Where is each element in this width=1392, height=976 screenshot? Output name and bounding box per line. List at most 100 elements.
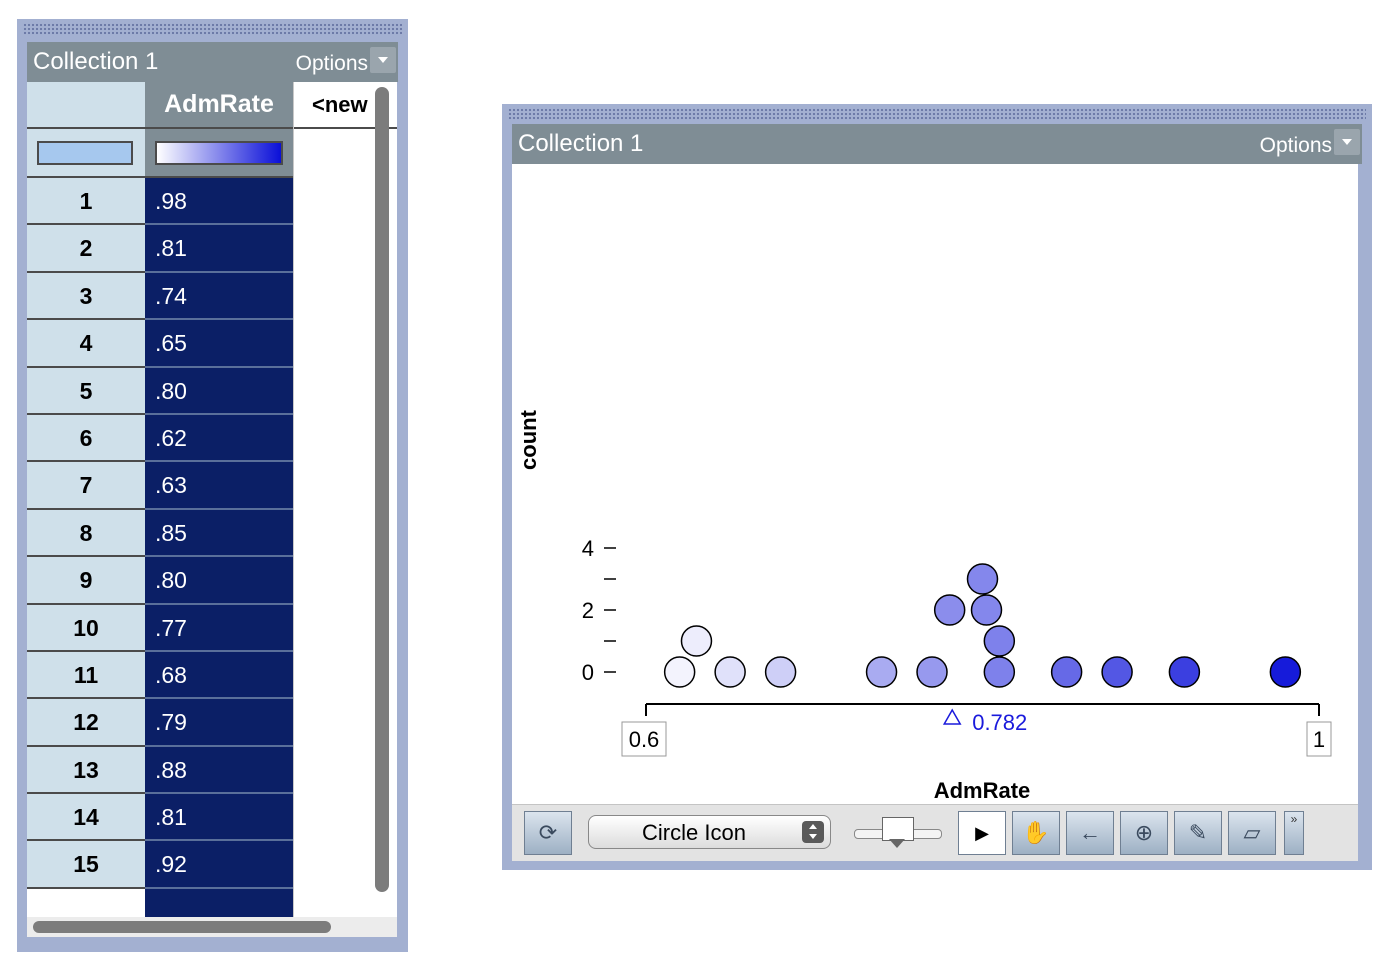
more-tools-button[interactable]: » xyxy=(1284,811,1304,855)
y-tick-label: 0 xyxy=(582,660,594,685)
index-header xyxy=(27,82,145,129)
table-cell-admrate[interactable]: .98 xyxy=(145,178,293,226)
select-arrows-icon xyxy=(802,821,824,843)
vertical-scrollbar[interactable] xyxy=(375,87,389,892)
table-cell-admrate[interactable]: .80 xyxy=(145,367,293,415)
row-index[interactable]: 7 xyxy=(27,462,145,510)
options-label[interactable]: Options xyxy=(295,52,368,75)
row-index[interactable]: 11 xyxy=(27,651,145,700)
data-point[interactable] xyxy=(663,656,696,688)
table-cell-admrate[interactable]: .80 xyxy=(145,557,293,605)
options-dropdown-icon[interactable] xyxy=(1334,129,1360,155)
x-axis-label[interactable]: AdmRate xyxy=(934,778,1031,803)
axes: 0.6 1 0 2 4 xyxy=(582,536,1332,757)
y-tick-label: 2 xyxy=(582,598,594,623)
row-index[interactable]: 12 xyxy=(27,699,145,747)
table-cell-admrate[interactable]: .81 xyxy=(145,794,293,842)
data-point[interactable] xyxy=(983,625,1016,657)
data-point[interactable] xyxy=(966,563,999,595)
data-point[interactable] xyxy=(764,656,797,688)
row-index[interactable]: 6 xyxy=(27,414,145,463)
dot-plot[interactable]: count AdmRate 0.6 1 0 2 4 0.782 xyxy=(512,164,1358,804)
row-index[interactable]: 1 xyxy=(27,178,145,226)
table-cell-admrate[interactable]: .85 xyxy=(145,509,293,558)
window-title: Collection 1 xyxy=(33,48,159,75)
table-cell-admrate[interactable]: .62 xyxy=(145,414,293,463)
rescale-icon: ⟳ xyxy=(538,820,558,845)
eraser-icon: ▱ xyxy=(1243,820,1261,845)
row-index[interactable]: 10 xyxy=(27,604,145,652)
add-point-button[interactable]: ⊕ xyxy=(1120,811,1168,855)
add-point-icon: ⊕ xyxy=(1134,820,1154,845)
y-tick-label: 4 xyxy=(582,536,594,561)
row-index[interactable]: 14 xyxy=(27,794,145,842)
data-point[interactable] xyxy=(1050,656,1083,688)
column-header-admrate[interactable]: AdmRate xyxy=(145,82,293,129)
x-min-box xyxy=(621,721,667,757)
title-bar[interactable]: Collection 1 Options xyxy=(27,42,398,82)
data-points xyxy=(663,563,1302,688)
table-cell-admrate[interactable]: .92 xyxy=(145,841,293,889)
row-index[interactable]: 8 xyxy=(27,509,145,558)
drag-grip[interactable] xyxy=(508,108,1366,120)
data-point[interactable] xyxy=(983,656,1016,688)
index-legend-cell xyxy=(27,129,145,178)
drag-grip[interactable] xyxy=(23,23,402,35)
row-index[interactable]: 9 xyxy=(27,557,145,605)
new-row-cell[interactable] xyxy=(145,888,293,917)
eraser-button[interactable]: ▱ xyxy=(1228,811,1276,855)
title-bar[interactable]: Collection 1 Options xyxy=(512,124,1362,164)
row-index[interactable]: 2 xyxy=(27,225,145,273)
table-cell-admrate[interactable]: .79 xyxy=(145,699,293,747)
color-gradient-swatch xyxy=(155,141,283,165)
table-cell-admrate[interactable]: .81 xyxy=(145,225,293,273)
row-index[interactable]: 4 xyxy=(27,320,145,368)
index-column: 1 2 3 4 5 6 7 8 9 10 11 12 13 14 15 xyxy=(27,82,145,917)
data-point[interactable] xyxy=(1101,656,1133,688)
admrate-column: AdmRate .98.81.74.65.80.62.63.85.80.77.6… xyxy=(145,82,293,917)
plot-area[interactable]: count AdmRate 0.6 1 0 2 4 0.782 xyxy=(512,164,1358,804)
new-column-header[interactable]: <new xyxy=(294,82,397,129)
data-point[interactable] xyxy=(1269,656,1302,688)
graph-toolbar: ⟳ Circle Icon ▶ ✋ ← ⊕ ✎ ▱ » xyxy=(512,804,1358,861)
table-cell-admrate[interactable]: .65 xyxy=(145,320,293,368)
rescale-button[interactable]: ⟳ xyxy=(524,811,572,855)
pencil-button[interactable]: ✎ xyxy=(1174,811,1222,855)
icon-select-value: Circle Icon xyxy=(642,820,746,845)
new-row-index[interactable] xyxy=(27,888,145,917)
mean-marker[interactable]: 0.782 xyxy=(942,708,1027,735)
point-size-slider-thumb[interactable] xyxy=(882,817,914,848)
table-cell-admrate[interactable]: .68 xyxy=(145,651,293,700)
select-tool-button[interactable]: ▶ xyxy=(958,811,1006,855)
mean-triangle-icon xyxy=(942,708,962,725)
movable-line-button[interactable]: ← xyxy=(1066,811,1114,855)
table-cell-admrate[interactable]: .74 xyxy=(145,272,293,321)
data-point[interactable] xyxy=(933,594,966,626)
x-max-box xyxy=(1306,721,1332,757)
table-cell-admrate[interactable]: .88 xyxy=(145,746,293,795)
options-label[interactable]: Options xyxy=(1259,134,1332,157)
data-point[interactable] xyxy=(714,656,746,688)
row-index[interactable]: 13 xyxy=(27,746,145,795)
case-table: 1 2 3 4 5 6 7 8 9 10 11 12 13 14 15 AdmRate .98.81.74.… xyxy=(27,82,397,917)
drag-tool-button[interactable]: ✋ xyxy=(1012,811,1060,855)
table-cell-admrate[interactable]: .77 xyxy=(145,604,293,652)
icon-select[interactable]: Circle Icon xyxy=(588,815,831,849)
movable-line-icon: ← xyxy=(1079,820,1101,845)
x-max-label[interactable]: 1 xyxy=(1313,727,1325,752)
table-cell-admrate[interactable]: .63 xyxy=(145,462,293,510)
y-axis-label[interactable]: count xyxy=(516,409,541,470)
data-point[interactable] xyxy=(1168,656,1201,688)
admrate-legend-cell xyxy=(145,129,293,178)
row-index[interactable]: 3 xyxy=(27,272,145,321)
graph-window: Collection 1 Options count AdmRate 0.6 1 0… xyxy=(502,104,1372,870)
horizontal-scrollbar[interactable] xyxy=(33,921,331,933)
data-point[interactable] xyxy=(970,594,1003,626)
data-point[interactable] xyxy=(865,656,898,688)
options-dropdown-icon[interactable] xyxy=(370,47,396,73)
data-point[interactable] xyxy=(680,625,713,657)
row-index[interactable]: 5 xyxy=(27,367,145,415)
row-index[interactable]: 15 xyxy=(27,841,145,889)
data-point[interactable] xyxy=(916,656,948,688)
x-min-label[interactable]: 0.6 xyxy=(629,727,660,752)
